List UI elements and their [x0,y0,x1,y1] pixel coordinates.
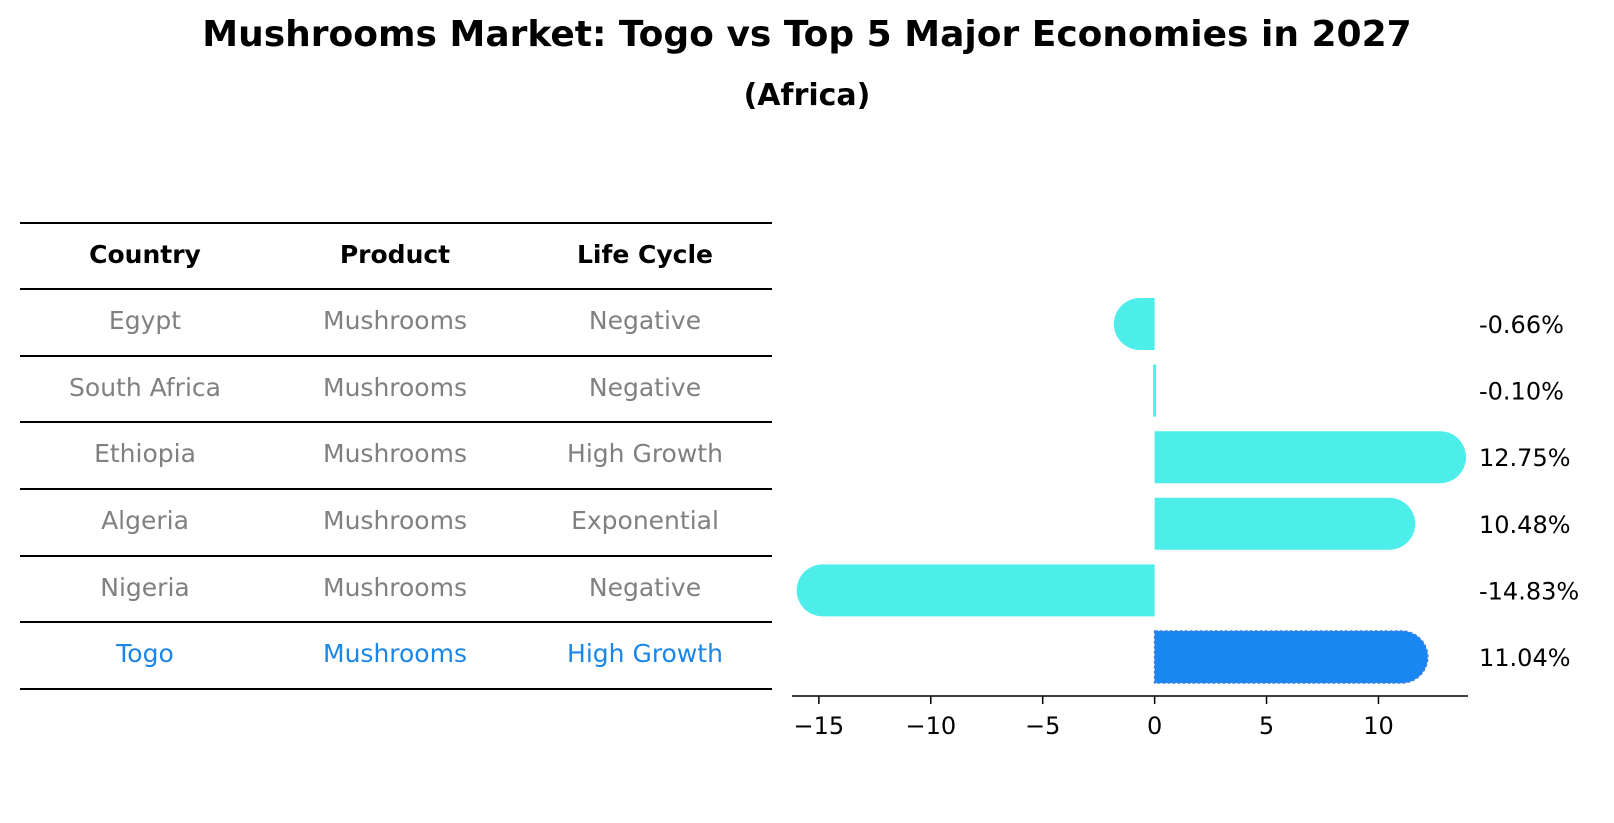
bar-south-africa [1153,364,1157,417]
cell-product: Mushrooms [323,306,467,335]
x-tick-label: 0 [1147,712,1162,740]
cell-life-cycle: Exponential [571,506,719,535]
header-product: Product [339,240,451,269]
x-tick-label: 10 [1363,712,1394,740]
table-rule [20,688,772,690]
table-rule [20,355,772,357]
cell-product: Mushrooms [323,639,467,668]
table-rule [20,488,772,490]
bar-egypt [1113,298,1155,350]
table-rule [20,555,772,557]
data-label: -0.10% [1479,378,1564,406]
data-label: 12.75% [1479,444,1571,472]
x-tick-label: 5 [1259,712,1274,740]
table-rule [20,621,772,623]
cell-country: Egypt [108,306,182,335]
bar-nigeria [796,564,1155,617]
cell-product: Mushrooms [323,439,467,468]
table-rule [20,421,772,423]
bar-algeria [1154,497,1416,550]
data-label: 10.48% [1479,511,1571,539]
x-tick-label: −10 [905,712,956,740]
cell-country: Nigeria [100,573,190,602]
cell-life-cycle: Negative [588,373,702,402]
data-label: -14.83% [1479,577,1579,605]
data-label: 11.04% [1479,644,1571,672]
cell-life-cycle: Negative [588,306,702,335]
header-life-cycle: Life Cycle [576,240,714,269]
bar-togo [1153,630,1429,684]
chart-subtitle: (Africa) [743,78,871,113]
header-country: Country [89,240,201,269]
bar-ethiopia [1154,431,1467,484]
table-rule [20,222,772,224]
cell-country: Ethiopia [94,439,196,468]
data-label: -0.66% [1479,311,1564,339]
x-tick-label: −5 [1025,712,1060,740]
cell-country: South Africa [69,373,221,402]
cell-life-cycle: Negative [588,573,702,602]
table-rule [20,288,772,290]
chart-title: Mushrooms Market: Togo vs Top 5 Major Ec… [202,14,1412,55]
cell-product: Mushrooms [323,573,467,602]
cell-country: Togo [116,639,174,668]
x-tick-label: −15 [794,712,845,740]
cell-life-cycle: High Growth [567,439,723,468]
cell-life-cycle: High Growth [567,639,723,668]
cell-product: Mushrooms [323,506,467,535]
cell-product: Mushrooms [323,373,467,402]
cell-country: Algeria [101,506,189,535]
